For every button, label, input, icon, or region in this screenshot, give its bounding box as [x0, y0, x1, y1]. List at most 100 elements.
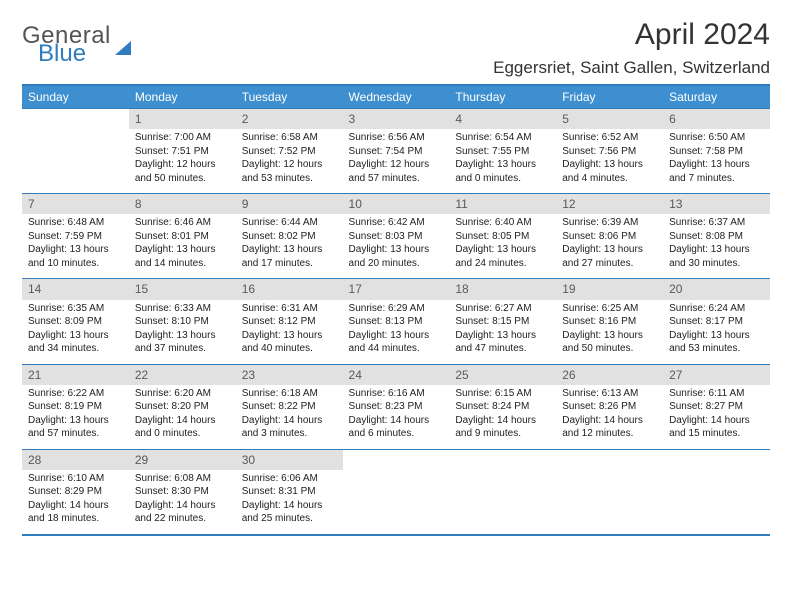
day-cell-head: 8: [129, 193, 236, 214]
sunset-text: Sunset: 8:22 PM: [242, 400, 337, 414]
daylight-text-2: and 7 minutes.: [669, 172, 764, 186]
day-cell-body: Sunrise: 6:25 AMSunset: 8:16 PMDaylight:…: [556, 300, 663, 364]
empty-day-head: [343, 449, 450, 470]
sunset-text: Sunset: 8:12 PM: [242, 315, 337, 329]
day-cell-body: [556, 470, 663, 535]
day-details: Sunrise: 6:06 AMSunset: 8:31 PMDaylight:…: [236, 470, 343, 534]
sunset-text: Sunset: 8:26 PM: [562, 400, 657, 414]
day-number: 1: [129, 108, 236, 129]
day-cell-body: Sunrise: 6:42 AMSunset: 8:03 PMDaylight:…: [343, 214, 450, 278]
daylight-text-2: and 3 minutes.: [242, 427, 337, 441]
day-details: Sunrise: 6:25 AMSunset: 8:16 PMDaylight:…: [556, 300, 663, 364]
day-number: 14: [22, 278, 129, 299]
sunrise-text: Sunrise: 6:42 AM: [349, 216, 444, 230]
day-cell-body: [22, 129, 129, 193]
daylight-text-1: Daylight: 12 hours: [242, 158, 337, 172]
daylight-text-1: Daylight: 13 hours: [349, 243, 444, 257]
daylight-text-1: Daylight: 14 hours: [28, 499, 123, 513]
day-cell-body: Sunrise: 6:27 AMSunset: 8:15 PMDaylight:…: [449, 300, 556, 364]
daylight-text-1: Daylight: 14 hours: [242, 499, 337, 513]
daylight-text-1: Daylight: 13 hours: [28, 329, 123, 343]
daylight-text-2: and 15 minutes.: [669, 427, 764, 441]
day-number: 12: [556, 193, 663, 214]
daynum-row: 123456: [22, 108, 770, 129]
daylight-text-2: and 27 minutes.: [562, 257, 657, 271]
day-cell-body: Sunrise: 6:22 AMSunset: 8:19 PMDaylight:…: [22, 385, 129, 449]
header: General Blue April 2024 Eggersriet, Sain…: [22, 18, 770, 78]
day-cell-body: Sunrise: 6:13 AMSunset: 8:26 PMDaylight:…: [556, 385, 663, 449]
day-number: 15: [129, 278, 236, 299]
day-cell-head: 4: [449, 108, 556, 129]
day-cell-body: Sunrise: 6:11 AMSunset: 8:27 PMDaylight:…: [663, 385, 770, 449]
daylight-text-1: Daylight: 13 hours: [135, 243, 230, 257]
day-cell-body: Sunrise: 6:20 AMSunset: 8:20 PMDaylight:…: [129, 385, 236, 449]
day-details: Sunrise: 6:56 AMSunset: 7:54 PMDaylight:…: [343, 129, 450, 193]
day-number: 6: [663, 108, 770, 129]
day-cell-body: Sunrise: 6:50 AMSunset: 7:58 PMDaylight:…: [663, 129, 770, 193]
day-number: 2: [236, 108, 343, 129]
day-number: 4: [449, 108, 556, 129]
day-cell-body: Sunrise: 6:31 AMSunset: 8:12 PMDaylight:…: [236, 300, 343, 364]
sunrise-text: Sunrise: 6:29 AM: [349, 302, 444, 316]
day-cell-head: [556, 449, 663, 470]
sunrise-text: Sunrise: 6:18 AM: [242, 387, 337, 401]
sunset-text: Sunset: 8:27 PM: [669, 400, 764, 414]
day-details: [556, 470, 663, 528]
day-cell-body: Sunrise: 6:29 AMSunset: 8:13 PMDaylight:…: [343, 300, 450, 364]
day-details: Sunrise: 6:10 AMSunset: 8:29 PMDaylight:…: [22, 470, 129, 534]
sunrise-text: Sunrise: 6:37 AM: [669, 216, 764, 230]
sunrise-text: Sunrise: 6:39 AM: [562, 216, 657, 230]
day-cell-head: 21: [22, 364, 129, 385]
day-number: 26: [556, 364, 663, 385]
sunrise-text: Sunrise: 6:44 AM: [242, 216, 337, 230]
daylight-text-1: Daylight: 13 hours: [562, 243, 657, 257]
day-number: 19: [556, 278, 663, 299]
day-number: 24: [343, 364, 450, 385]
sunrise-text: Sunrise: 6:25 AM: [562, 302, 657, 316]
sunset-text: Sunset: 8:09 PM: [28, 315, 123, 329]
day-cell-head: 16: [236, 278, 343, 299]
day-details: Sunrise: 6:44 AMSunset: 8:02 PMDaylight:…: [236, 214, 343, 278]
sunset-text: Sunset: 8:06 PM: [562, 230, 657, 244]
day-cell-body: Sunrise: 6:33 AMSunset: 8:10 PMDaylight:…: [129, 300, 236, 364]
sunset-text: Sunset: 7:54 PM: [349, 145, 444, 159]
sunset-text: Sunset: 7:51 PM: [135, 145, 230, 159]
daylight-text-2: and 20 minutes.: [349, 257, 444, 271]
sunrise-text: Sunrise: 6:11 AM: [669, 387, 764, 401]
day-cell-head: 19: [556, 278, 663, 299]
daylight-text-2: and 6 minutes.: [349, 427, 444, 441]
day-number: 20: [663, 278, 770, 299]
sunrise-text: Sunrise: 6:06 AM: [242, 472, 337, 486]
sunset-text: Sunset: 8:10 PM: [135, 315, 230, 329]
sunrise-text: Sunrise: 6:22 AM: [28, 387, 123, 401]
day-details: [449, 470, 556, 528]
sunrise-text: Sunrise: 6:15 AM: [455, 387, 550, 401]
day-cell-head: 24: [343, 364, 450, 385]
daylight-text-1: Daylight: 14 hours: [349, 414, 444, 428]
logo: General Blue: [22, 24, 131, 66]
sunrise-text: Sunrise: 6:16 AM: [349, 387, 444, 401]
daynum-row: 21222324252627: [22, 364, 770, 385]
daynum-row: 282930: [22, 449, 770, 470]
sunset-text: Sunset: 8:02 PM: [242, 230, 337, 244]
sunset-text: Sunset: 8:31 PM: [242, 485, 337, 499]
day-cell-body: Sunrise: 6:54 AMSunset: 7:55 PMDaylight:…: [449, 129, 556, 193]
daylight-text-1: Daylight: 14 hours: [669, 414, 764, 428]
day-cell-head: 20: [663, 278, 770, 299]
sunset-text: Sunset: 8:01 PM: [135, 230, 230, 244]
weekday-header: Saturday: [663, 85, 770, 108]
daylight-text-1: Daylight: 13 hours: [562, 329, 657, 343]
day-details: Sunrise: 6:50 AMSunset: 7:58 PMDaylight:…: [663, 129, 770, 193]
day-details: Sunrise: 6:46 AMSunset: 8:01 PMDaylight:…: [129, 214, 236, 278]
daylight-text-2: and 10 minutes.: [28, 257, 123, 271]
day-details: Sunrise: 6:15 AMSunset: 8:24 PMDaylight:…: [449, 385, 556, 449]
sunset-text: Sunset: 8:13 PM: [349, 315, 444, 329]
day-cell-body: Sunrise: 6:06 AMSunset: 8:31 PMDaylight:…: [236, 470, 343, 535]
day-cell-head: 2: [236, 108, 343, 129]
daylight-text-1: Daylight: 13 hours: [562, 158, 657, 172]
sunrise-text: Sunrise: 6:35 AM: [28, 302, 123, 316]
day-number: 27: [663, 364, 770, 385]
sunrise-text: Sunrise: 6:20 AM: [135, 387, 230, 401]
day-number: 16: [236, 278, 343, 299]
weekday-header: Thursday: [449, 85, 556, 108]
